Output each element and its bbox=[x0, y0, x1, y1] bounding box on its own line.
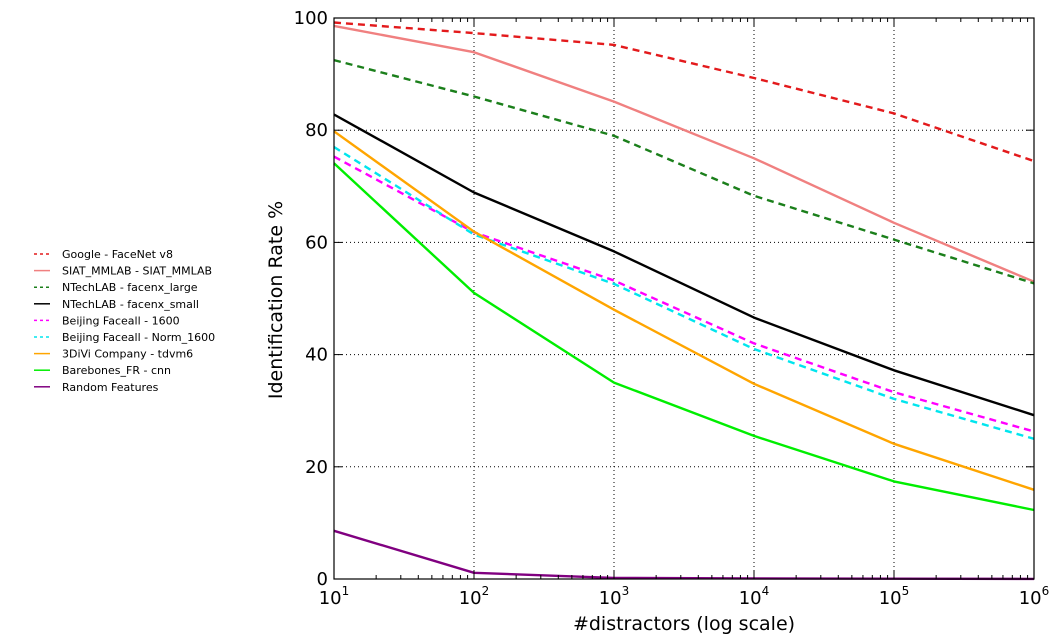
plot-frame bbox=[333, 17, 1035, 580]
legend-label: SIAT_MMLAB - SIAT_MMLAB bbox=[62, 265, 212, 278]
series-line bbox=[333, 58, 1035, 285]
legend-label: Random Features bbox=[62, 381, 159, 394]
legend-label: Beijing Faceall - 1600 bbox=[62, 314, 180, 327]
legend: Google - FaceNet v8 SIAT_MMLAB - SIAT_MML… bbox=[34, 248, 215, 394]
y-tick-label: 0 bbox=[317, 569, 328, 590]
series-line bbox=[333, 162, 1035, 512]
series-lines bbox=[333, 21, 1035, 581]
x-tick-labels: 101 102 103 104 105 106 bbox=[319, 584, 1050, 609]
y-tick-label: 60 bbox=[305, 232, 328, 253]
legend-label: Barebones_FR - cnn bbox=[62, 364, 171, 377]
y-tick-label: 100 bbox=[294, 8, 328, 29]
x-tick-label: 103 bbox=[599, 584, 630, 609]
grid-lines bbox=[334, 18, 1034, 579]
y-tick-label: 20 bbox=[305, 457, 328, 478]
series-line bbox=[333, 130, 1035, 491]
x-tick-label: 105 bbox=[879, 584, 910, 609]
x-tick-label: 106 bbox=[1019, 584, 1050, 609]
y-axis-label: Identification Rate % bbox=[265, 201, 287, 399]
x-tick-label: 104 bbox=[739, 584, 770, 609]
series-line bbox=[333, 21, 1035, 163]
legend-label: NTechLAB - facenx_small bbox=[62, 298, 199, 311]
x-tick-label: 101 bbox=[319, 584, 350, 609]
legend-label: Beijing Faceall - Norm_1600 bbox=[62, 331, 215, 344]
series-line bbox=[333, 24, 1035, 283]
y-tick-label: 80 bbox=[305, 120, 328, 141]
series-line bbox=[333, 529, 1035, 581]
legend-label: Google - FaceNet v8 bbox=[62, 248, 173, 261]
x-tick-label: 102 bbox=[459, 584, 490, 609]
series-line bbox=[333, 155, 1035, 433]
y-tick-labels: 0 20 40 60 80 100 bbox=[294, 8, 328, 590]
legend-label: NTechLAB - facenx_large bbox=[62, 281, 198, 294]
legend-label: 3DiVi Company - tdvm6 bbox=[62, 348, 193, 361]
y-tick-label: 40 bbox=[305, 345, 328, 366]
series-line bbox=[333, 113, 1035, 417]
series-line bbox=[333, 145, 1035, 440]
axis-ticks bbox=[333, 17, 1035, 580]
x-axis-label: #distractors (log scale) bbox=[573, 613, 795, 635]
